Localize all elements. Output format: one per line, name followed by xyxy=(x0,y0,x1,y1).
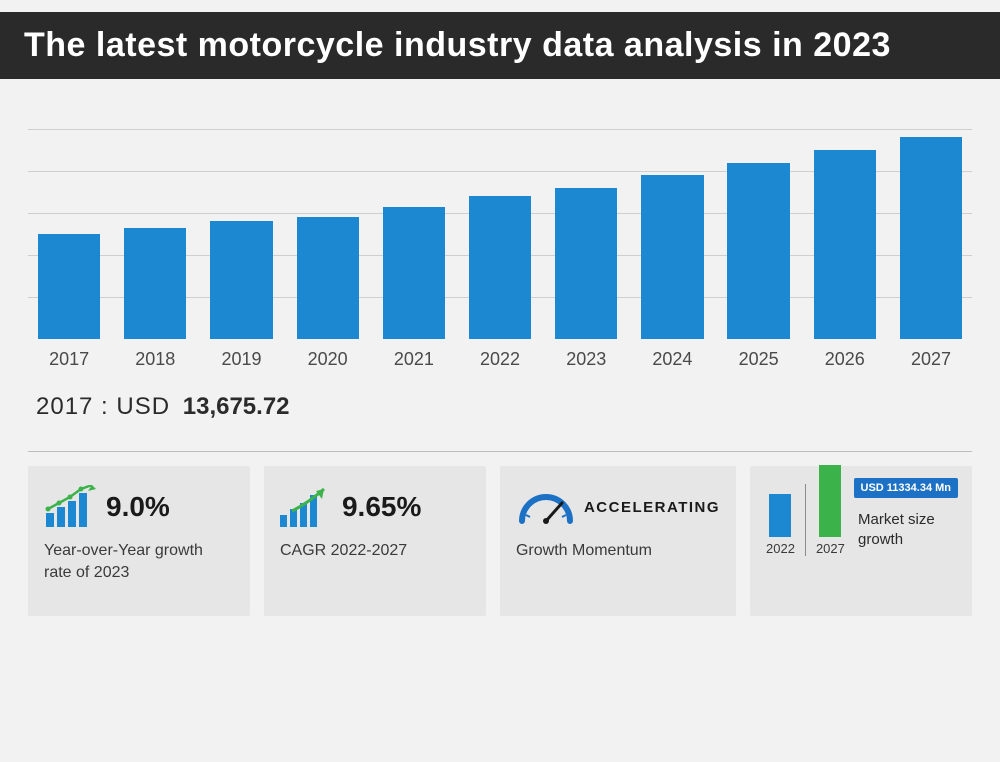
chart-bars xyxy=(28,129,972,339)
momentum-card: ACCELERATING Growth Momentum xyxy=(500,466,736,616)
momentum-value: ACCELERATING xyxy=(584,499,720,516)
yoy-label: Year-over-Year growth rate of 2023 xyxy=(44,540,234,583)
cagr-card: 9.65% CAGR 2022-2027 xyxy=(264,466,486,616)
bar xyxy=(124,228,186,339)
bar xyxy=(641,175,703,339)
gauge-icon xyxy=(516,485,576,529)
bar-column xyxy=(377,129,451,339)
bar-column xyxy=(808,129,882,339)
bar xyxy=(297,217,359,339)
x-axis-tick: 2024 xyxy=(635,343,709,369)
market-card: USD 11334.34 Mn Market size growth 2022 2… xyxy=(750,466,972,616)
x-axis-tick: 2020 xyxy=(291,343,365,369)
x-axis-tick: 2021 xyxy=(377,343,451,369)
yoy-value: 9.0% xyxy=(106,491,170,523)
x-axis-tick: 2027 xyxy=(894,343,968,369)
value-readout: 2017 : USD 13,675.72 xyxy=(36,393,964,421)
x-axis-tick: 2018 xyxy=(118,343,192,369)
page-title: The latest motorcycle industry data anal… xyxy=(24,26,976,65)
value-amount: 13,675.72 xyxy=(183,393,290,420)
bar-arrow-icon xyxy=(280,485,334,529)
bar-column xyxy=(549,129,623,339)
bar-column xyxy=(722,129,796,339)
x-axis-tick: 2025 xyxy=(722,343,796,369)
mini-chart-divider xyxy=(805,484,806,556)
momentum-label: Growth Momentum xyxy=(516,540,720,562)
x-axis-tick: 2022 xyxy=(463,343,537,369)
cagr-value: 9.65% xyxy=(342,491,421,523)
market-badge: USD 11334.34 Mn xyxy=(854,478,959,498)
bar xyxy=(555,188,617,339)
cagr-label: CAGR 2022-2027 xyxy=(280,540,470,562)
mini-bar xyxy=(769,494,791,537)
x-axis-tick: 2026 xyxy=(808,343,882,369)
bar-trend-icon xyxy=(44,485,98,529)
value-prefix: 2017 : USD xyxy=(36,393,170,420)
mini-bar-group: 2022 xyxy=(766,494,795,556)
chart-x-axis: 2017 2018 2019 2020 2021 2022 2023 2024 2025 2026… xyxy=(28,343,972,369)
bar-column xyxy=(32,129,106,339)
bar xyxy=(727,163,789,339)
bar-column xyxy=(635,129,709,339)
bar xyxy=(383,207,445,339)
x-axis-tick: 2019 xyxy=(204,343,278,369)
bar xyxy=(900,137,962,339)
main-bar-chart: 2017 2018 2019 2020 2021 2022 2023 2024 2025 2026… xyxy=(28,129,972,369)
mini-bar-group: 2027 xyxy=(816,465,845,556)
x-axis-tick: 2017 xyxy=(32,343,106,369)
yoy-card: 9.0% Year-over-Year growth rate of 2023 xyxy=(28,466,250,616)
bar-column xyxy=(291,129,365,339)
x-axis-tick: 2023 xyxy=(549,343,623,369)
mini-bar-label: 2022 xyxy=(766,541,795,556)
bar-column xyxy=(118,129,192,339)
market-label: Market size growth xyxy=(858,510,958,549)
bar-column xyxy=(463,129,537,339)
header-bar: The latest motorcycle industry data anal… xyxy=(0,12,1000,79)
bar-column xyxy=(894,129,968,339)
section-divider xyxy=(28,451,972,452)
bar xyxy=(814,150,876,339)
mini-bar xyxy=(819,465,841,537)
mini-bar-label: 2027 xyxy=(816,541,845,556)
stat-cards: 9.0% Year-over-Year growth rate of 2023 … xyxy=(28,466,972,616)
bar-column xyxy=(204,129,278,339)
bar xyxy=(469,196,531,339)
bar xyxy=(210,221,272,339)
bar xyxy=(38,234,100,339)
